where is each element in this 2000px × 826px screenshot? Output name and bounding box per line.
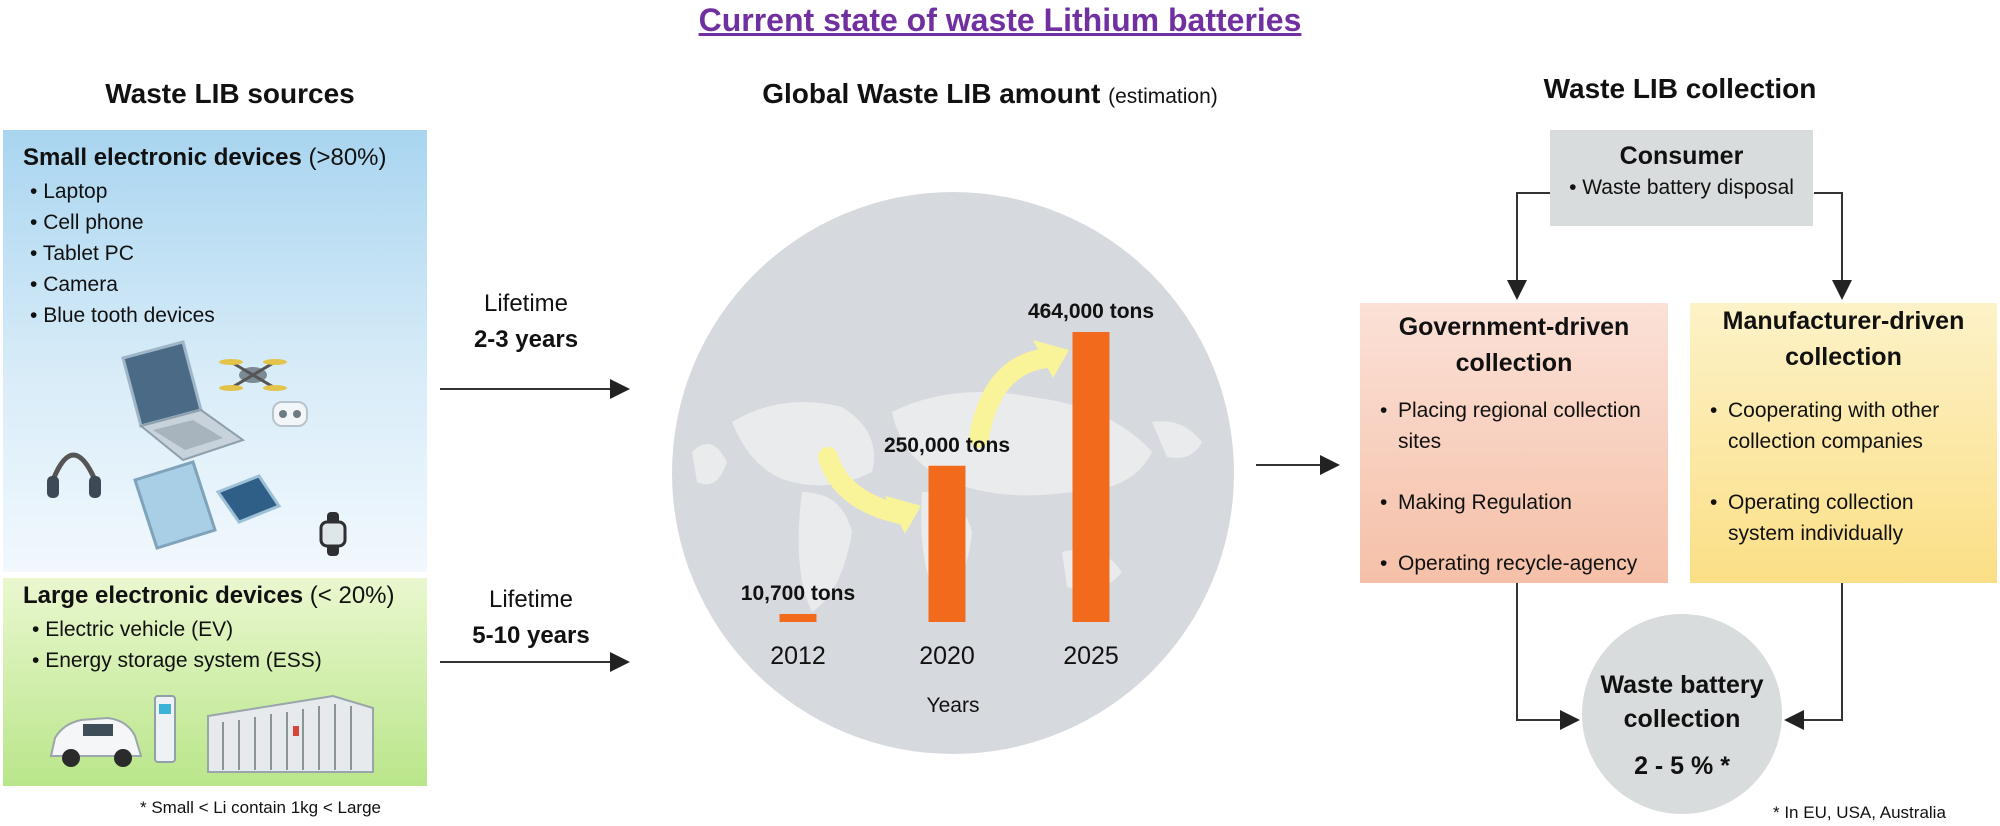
arrow-gov-to-result — [1516, 583, 1580, 730]
lifetime-large: Lifetime 5-10 years — [431, 582, 631, 654]
category-label: 2020 — [919, 642, 975, 670]
charging-station-icon — [154, 695, 176, 763]
category-label: 2012 — [770, 642, 826, 670]
list-item: Placing regional collection sites — [1380, 395, 1655, 457]
value-label: 464,000 tons — [1028, 300, 1154, 323]
list-item: Energy storage system (ESS) — [32, 645, 322, 676]
lifetime-small: Lifetime 2-3 years — [426, 286, 626, 358]
amount-subtitle: (estimation) — [1108, 85, 1218, 108]
list-item: Camera — [30, 269, 215, 300]
result-title-line2: collection — [1623, 705, 1741, 733]
list-item: Operating recycle-agency — [1380, 548, 1655, 579]
smartwatch-icon — [319, 512, 347, 556]
lifetime-years: 5-10 years — [472, 622, 590, 649]
manufacturer-title: Manufacturer-driven collection — [1690, 303, 1997, 375]
large-devices-list: Electric vehicle (EV) Energy storage sys… — [32, 614, 322, 676]
result-title: Waste battery collection — [1582, 668, 1782, 736]
tablet-icon — [133, 460, 217, 550]
phone-icon — [215, 474, 282, 524]
lifetime-years: 2-3 years — [473, 326, 579, 353]
result-title-line1: Waste battery — [1600, 671, 1764, 699]
consumer-item-text: Waste battery disposal — [1582, 176, 1794, 199]
large-devices-panel: Large electronic devices (< 20%) Electri… — [3, 578, 427, 786]
small-devices-illustration — [47, 340, 347, 556]
growth-arrow — [969, 340, 1069, 448]
drone-icon — [219, 359, 287, 391]
sources-title: Waste LIB sources — [105, 78, 355, 109]
bars-layer — [779, 332, 1110, 622]
small-devices-list: Laptop Cell phone Tablet PC Camera Blue … — [30, 176, 215, 331]
bar-2020 — [928, 465, 966, 622]
list-item: Cell phone — [30, 207, 215, 238]
list-item: Laptop — [30, 176, 215, 207]
collection-footnote: * In EU, USA, Australia — [1773, 803, 1946, 822]
government-title: Government-driven collection — [1360, 309, 1668, 381]
bar-2012 — [779, 614, 817, 622]
electric-car-icon — [49, 716, 143, 767]
list-item: Blue tooth devices — [30, 300, 215, 331]
headphones-icon — [47, 452, 101, 498]
arrow-consumer-to-gov — [1507, 192, 1550, 300]
value-label: 10,700 tons — [741, 582, 855, 605]
list-item: Electric vehicle (EV) — [32, 614, 322, 645]
sources-footnote: * Small < Li contain 1kg < Large — [140, 798, 381, 817]
bar-2025 — [1072, 332, 1110, 622]
manufacturer-box: Manufacturer-driven collection Cooperati… — [1690, 303, 1997, 583]
earbuds-icon — [272, 401, 308, 427]
growth-arrows — [818, 340, 1069, 534]
arrow-man-to-result — [1784, 583, 1843, 730]
consumer-box: Consumer • Waste battery disposal — [1550, 130, 1813, 226]
collection-title: Waste LIB collection — [1543, 73, 1817, 104]
list-item: Making Regulation — [1380, 487, 1655, 518]
amount-heading: Global Waste LIB amount (estimation) — [690, 78, 1290, 110]
consumer-item: • Waste battery disposal — [1569, 176, 1794, 199]
main-title[interactable]: Current state of waste Lithium batteries — [698, 2, 1302, 38]
government-list: Placing regional collection sites Making… — [1380, 395, 1655, 579]
growth-arrow — [818, 447, 921, 534]
waste-amount-chart: 10,700 tons 2012 250,000 tons 2020 464,000 t… — [741, 300, 1154, 670]
list-item: Operating collection system individually — [1710, 487, 1980, 549]
government-box: Government-driven collection Placing reg… — [1360, 303, 1668, 583]
consumer-title: Consumer — [1619, 142, 1744, 170]
small-devices-panel: Small electronic devices (>80%) Laptop C… — [3, 130, 427, 572]
small-devices-title: Small electronic devices — [23, 144, 302, 171]
value-label: 250,000 tons — [884, 434, 1010, 457]
lifetime-label: Lifetime — [483, 290, 569, 317]
arrow-consumer-to-man — [1814, 192, 1852, 300]
category-label: 2025 — [1063, 642, 1119, 670]
small-devices-pct: (>80%) — [301, 144, 387, 171]
list-item: Tablet PC — [30, 238, 215, 269]
collection-result-circle: Waste battery collection 2 - 5 % * — [1582, 614, 1782, 814]
lifetime-label: Lifetime — [488, 586, 574, 613]
amount-title: Global Waste LIB amount — [762, 78, 1101, 109]
labels-layer: 10,700 tons 2012 250,000 tons 2020 464,000 t… — [741, 300, 1154, 670]
manufacturer-title-line1: Manufacturer-driven — [1722, 307, 1965, 335]
small-devices-heading: Small electronic devices (>80%) — [23, 144, 387, 172]
ess-rack-icon — [207, 694, 374, 773]
large-devices-pct: (< 20%) — [303, 582, 395, 609]
large-devices-heading: Large electronic devices (< 20%) — [23, 582, 395, 610]
result-value: 2 - 5 % * — [1634, 752, 1730, 780]
large-devices-title: Large electronic devices — [23, 582, 304, 609]
manufacturer-list: Cooperating with other collection compan… — [1710, 395, 1980, 549]
manufacturer-title-line2: collection — [1785, 343, 1902, 371]
government-title-line2: collection — [1455, 349, 1573, 377]
x-axis-label: Years — [926, 694, 980, 717]
government-title-line1: Government-driven — [1398, 313, 1630, 341]
large-devices-illustration — [49, 694, 374, 773]
list-item: Cooperating with other collection compan… — [1710, 395, 1980, 457]
laptop-icon — [121, 340, 246, 462]
